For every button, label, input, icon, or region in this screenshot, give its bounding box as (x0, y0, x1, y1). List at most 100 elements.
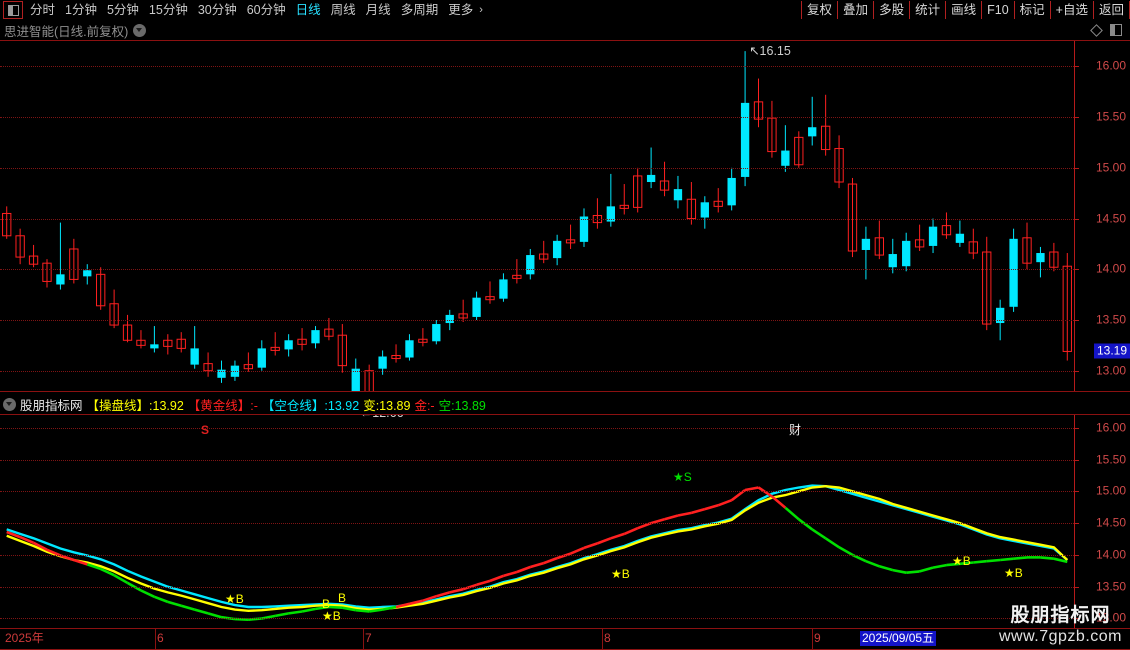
price-chart-panel: 16.00 15.50 15.00 14.50 14.00 13.50 13.00 13.19… (0, 40, 1130, 436)
toolbar-button-6[interactable]: 标记 (1013, 1, 1050, 19)
gridline (0, 218, 1074, 220)
indicator-chart-panel: 16.00 15.50 15.00 14.50 14.00 13.50 13.00 (0, 414, 1130, 628)
y-axis-label: 14.00 (1095, 261, 1126, 276)
period-4[interactable]: 30分钟 (197, 3, 237, 17)
legend-item-1: 【黄金线】:- (187, 398, 258, 413)
toolbar-button-7[interactable]: +自选 (1049, 1, 1093, 19)
indicator-plot-area[interactable] (0, 415, 1130, 628)
price-axis-line (1074, 41, 1075, 391)
gridline (0, 459, 1074, 461)
y-tick (1074, 167, 1079, 169)
signal-marker-b-2: ★B (322, 609, 341, 623)
legend-values: 【操盘线】:13.92 【黄金线】:- 【空仓线】:13.92 变:13.89 金:- 空… (87, 395, 490, 414)
period-2[interactable]: 5分钟 (106, 3, 139, 17)
toolbar-button-4[interactable]: 画线 (945, 1, 981, 19)
date-tick (812, 629, 813, 649)
legend-item-2: 【空仓线】:13.92 (261, 398, 360, 413)
y-axis-label: 15.00 (1095, 160, 1126, 175)
gridline (0, 586, 1074, 588)
y-tick (1074, 491, 1079, 493)
y-tick (1074, 319, 1079, 321)
y-tick (1074, 459, 1079, 461)
toolbar-button-1[interactable]: 叠加 (837, 1, 873, 19)
page-title: 思进智能(日线.前复权) (4, 24, 129, 39)
y-axis-label: 15.00 (1095, 483, 1126, 498)
panel-icon[interactable] (1110, 24, 1122, 36)
site-watermark: 股朋指标网 www.7gpzb.com (999, 605, 1122, 646)
toolbar-button-0[interactable]: 复权 (801, 1, 837, 19)
panel-toggle-icon[interactable] (3, 1, 23, 19)
gridline (0, 491, 1074, 493)
gridline (0, 554, 1074, 556)
gridline (0, 66, 1074, 68)
y-tick (1074, 586, 1079, 588)
last-price-label: 13.19 (1093, 343, 1130, 359)
period-0[interactable]: 分时 (30, 3, 56, 17)
y-axis-label: 13.00 (1095, 363, 1126, 378)
diamond-icon[interactable] (1090, 23, 1103, 37)
watermark-line2: www.7gpzb.com (999, 628, 1122, 645)
gridline (0, 269, 1074, 271)
period-selector: 分时 1分钟 5分钟 15分钟 30分钟 60分钟 日线 周线 月线 多周期 更多 › (25, 0, 487, 20)
period-3[interactable]: 15分钟 (148, 3, 188, 17)
candlestick-svg (2, 51, 1072, 391)
date-label-2: 7 (365, 631, 372, 645)
gridline (0, 167, 1074, 169)
period-8[interactable]: 月线 (365, 3, 391, 17)
y-axis-label: 15.50 (1095, 109, 1126, 124)
legend-site-name: 股朋指标网 (20, 398, 83, 413)
legend-item-4: 金:- (414, 398, 435, 413)
signal-marker-s-5: ★S (673, 470, 692, 484)
y-tick (1074, 66, 1079, 68)
toolbar-button-2[interactable]: 多股 (873, 1, 909, 19)
period-5[interactable]: 60分钟 (246, 3, 286, 17)
toolbar-button-5[interactable]: F10 (981, 1, 1014, 19)
y-tick (1074, 117, 1079, 119)
stock-title-bar: 思进智能(日线.前复权) (0, 20, 1130, 40)
date-label-1: 6 (157, 631, 164, 645)
indicator-lines-svg (6, 484, 1069, 621)
gridline (0, 117, 1074, 119)
date-axis[interactable]: 2025年 6 7 8 9 2025/09/05五 (0, 628, 1130, 650)
period-10[interactable]: 更多 (448, 3, 474, 17)
gridline (0, 618, 1074, 620)
y-axis-label: 13.00 (1095, 610, 1126, 625)
watermark-cai-marker: 财 (789, 423, 802, 437)
date-tick (155, 629, 156, 649)
chevron-down-icon[interactable] (133, 23, 147, 37)
y-axis-label: 13.50 (1095, 579, 1126, 594)
date-label-4: 9 (814, 631, 821, 645)
selected-date-label: 2025/09/05五 (860, 631, 937, 646)
period-6[interactable]: 日线 (295, 3, 321, 17)
period-9[interactable]: 多周期 (400, 3, 439, 17)
signal-marker-b-7: ★B (1004, 566, 1023, 580)
y-tick (1074, 618, 1079, 620)
y-tick (1074, 523, 1079, 525)
signal-marker-b-1: B (322, 597, 331, 611)
price-plot-area[interactable] (0, 41, 1130, 391)
indicator-axis-line (1074, 415, 1075, 628)
high-price-annotation: ↖16.15 (749, 44, 791, 59)
period-1[interactable]: 1分钟 (65, 3, 97, 17)
legend-chevron-icon[interactable] (3, 397, 16, 411)
y-axis-label: 13.50 (1095, 312, 1126, 327)
date-tick (602, 629, 603, 649)
chevron-right-icon[interactable]: › (479, 4, 483, 16)
legend-item-0: 【操盘线】:13.92 (86, 398, 184, 413)
legend-item-5: 空:13.89 (438, 398, 486, 413)
signal-marker-b-3: B (338, 591, 347, 605)
legend-item-3: 变:13.89 (363, 398, 411, 413)
gridline (0, 523, 1074, 525)
y-tick (1074, 218, 1079, 220)
watermark-s-marker: S (201, 423, 210, 437)
toolbar-button-8[interactable]: 返回 (1092, 1, 1130, 19)
y-tick (1074, 554, 1079, 556)
top-toolbar: 分时 1分钟 5分钟 15分钟 30分钟 60分钟 日线 周线 月线 多周期 更多 › 复权 叠加 多股统… (0, 0, 1130, 20)
period-7[interactable]: 周线 (330, 3, 356, 17)
toolbar-button-3[interactable]: 统计 (909, 1, 945, 19)
gridline (0, 370, 1074, 372)
signal-marker-b-4: ★B (611, 567, 630, 581)
toolbar-actions: 复权 叠加 多股 统计 画线 F10 标记 +自选 返回 (801, 0, 1130, 20)
gridline (0, 319, 1074, 321)
y-axis-label: 15.50 (1095, 452, 1126, 466)
